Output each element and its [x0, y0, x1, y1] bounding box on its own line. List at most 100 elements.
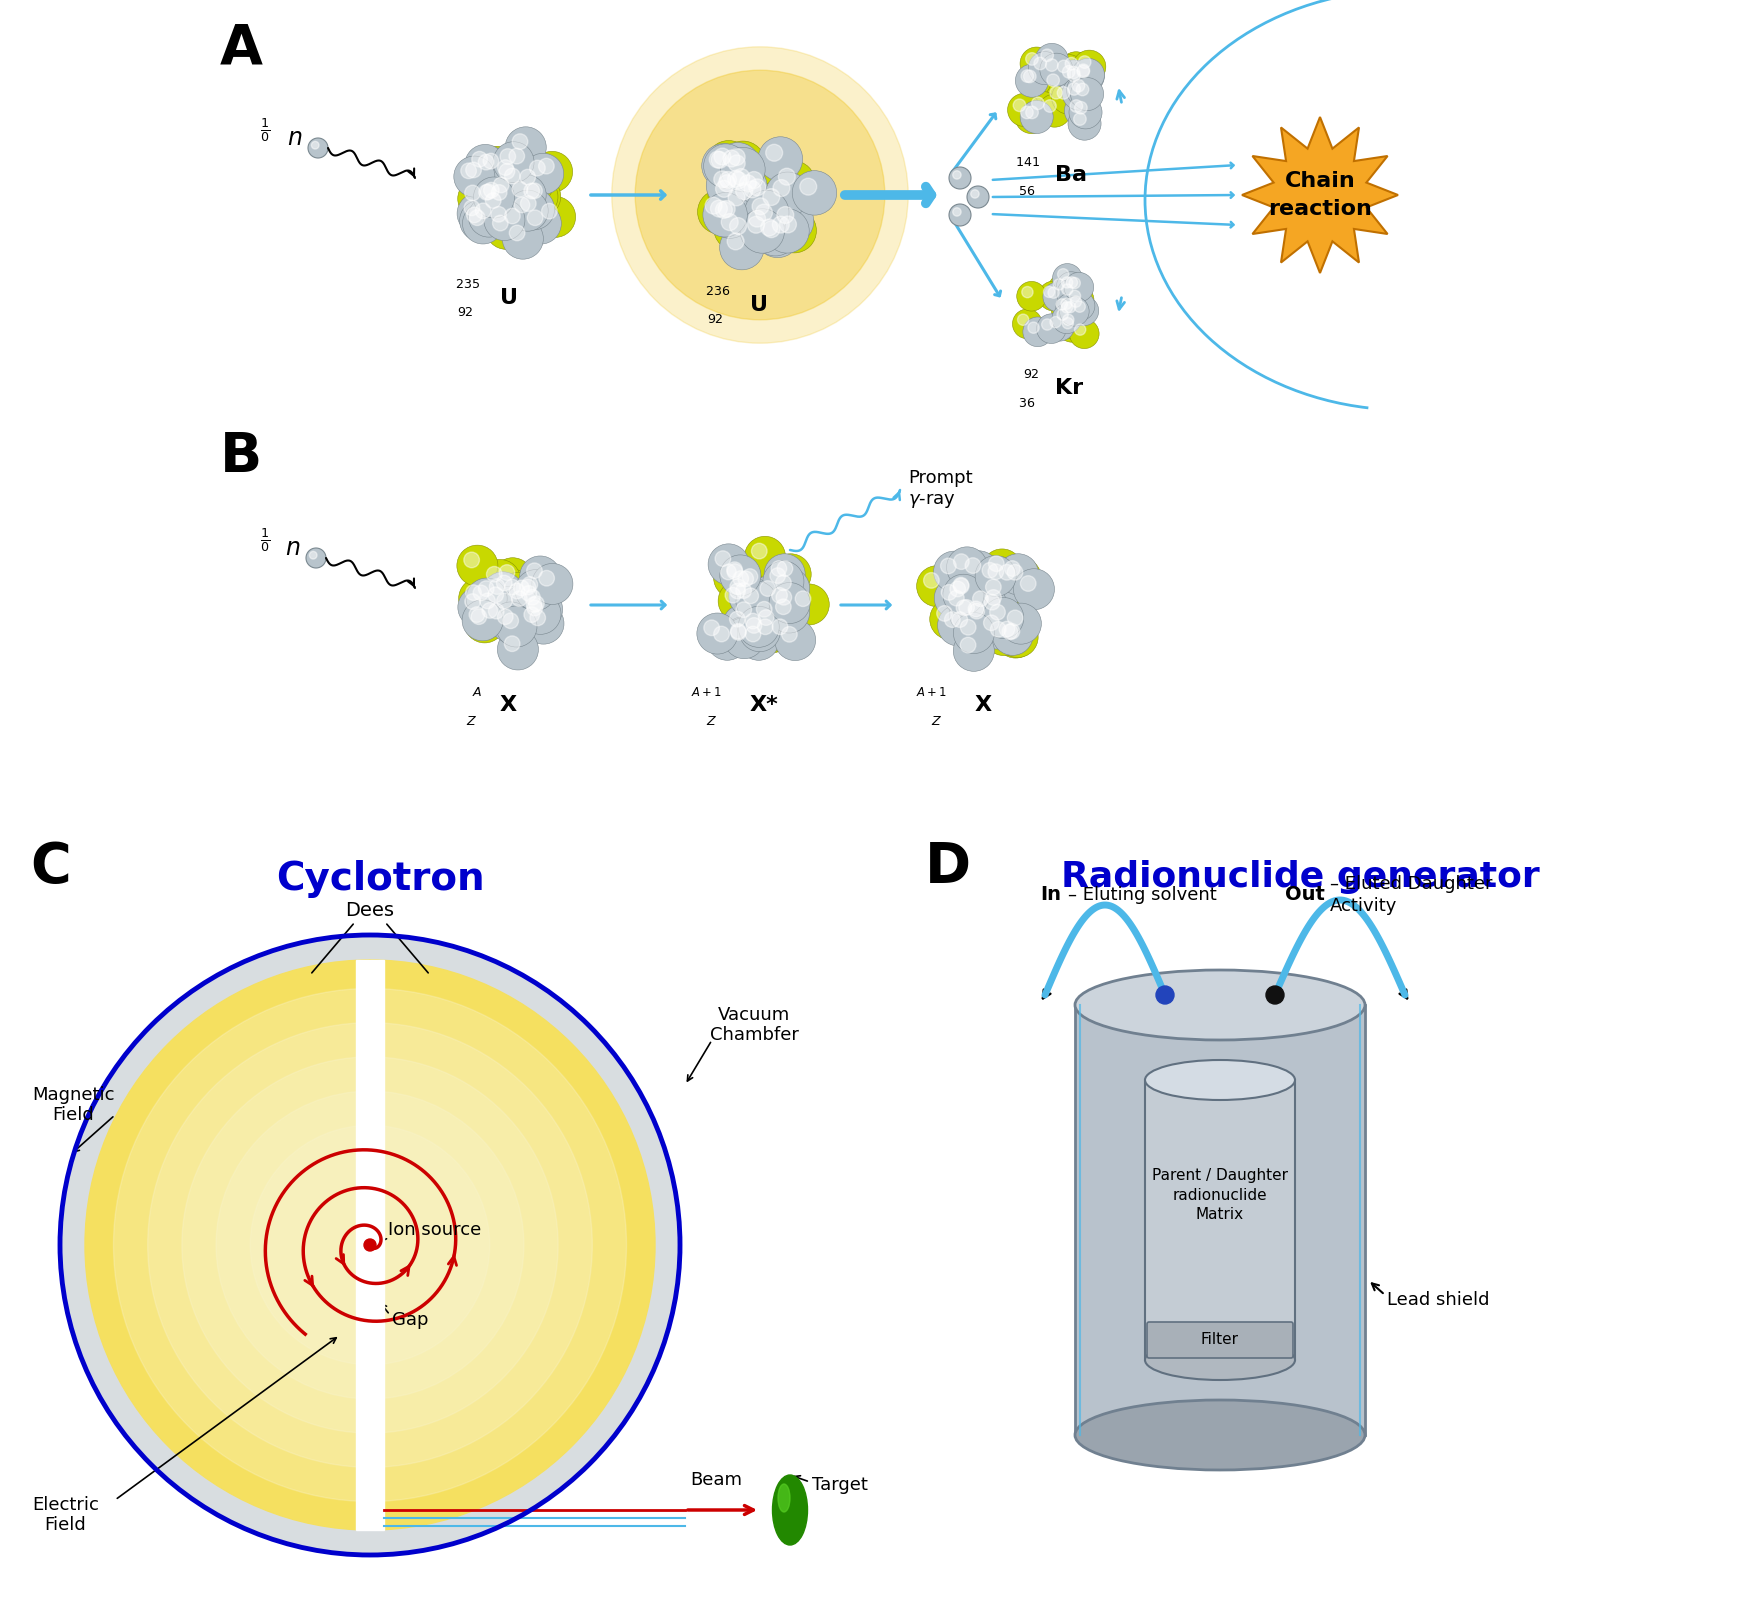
Circle shape: [1057, 299, 1068, 310]
Circle shape: [513, 133, 528, 149]
Circle shape: [714, 557, 754, 599]
Circle shape: [945, 605, 985, 646]
Circle shape: [147, 1022, 592, 1467]
Circle shape: [1071, 58, 1104, 91]
Circle shape: [478, 581, 494, 596]
Circle shape: [758, 618, 774, 635]
Circle shape: [942, 584, 957, 601]
Circle shape: [485, 200, 525, 240]
Circle shape: [1043, 99, 1057, 112]
Text: D: D: [926, 841, 971, 894]
Text: $_{56}$: $_{56}$: [1017, 180, 1034, 198]
Circle shape: [730, 217, 747, 234]
Circle shape: [716, 550, 732, 566]
Circle shape: [752, 198, 768, 214]
Ellipse shape: [1074, 971, 1365, 1040]
Text: Radionuclide generator: Radionuclide generator: [1060, 860, 1540, 894]
Circle shape: [1052, 304, 1082, 334]
Circle shape: [985, 579, 1001, 594]
Circle shape: [474, 177, 514, 217]
Circle shape: [756, 204, 772, 221]
Circle shape: [492, 216, 508, 230]
Bar: [355, 959, 383, 1530]
Text: C: C: [30, 841, 70, 894]
Circle shape: [1026, 91, 1059, 125]
Circle shape: [1059, 297, 1088, 326]
Circle shape: [1020, 105, 1032, 118]
Circle shape: [770, 568, 786, 583]
Ellipse shape: [779, 1483, 789, 1513]
Circle shape: [744, 536, 786, 578]
Circle shape: [114, 988, 626, 1501]
Circle shape: [730, 172, 747, 188]
Circle shape: [990, 604, 1004, 620]
Circle shape: [740, 175, 756, 192]
Circle shape: [497, 573, 539, 613]
Circle shape: [504, 169, 520, 183]
Circle shape: [497, 609, 513, 625]
Circle shape: [1024, 70, 1036, 83]
Circle shape: [702, 143, 746, 188]
Circle shape: [954, 553, 970, 570]
Wedge shape: [369, 959, 654, 1530]
Text: $_{Z}$: $_{Z}$: [931, 709, 942, 729]
Circle shape: [952, 612, 968, 628]
Circle shape: [997, 617, 1038, 657]
Circle shape: [942, 583, 984, 625]
Circle shape: [1043, 282, 1073, 312]
Circle shape: [728, 154, 746, 172]
Circle shape: [772, 562, 788, 576]
Text: Beam: Beam: [690, 1470, 742, 1488]
Circle shape: [765, 612, 807, 652]
Circle shape: [490, 568, 530, 609]
Circle shape: [476, 175, 518, 216]
Circle shape: [308, 138, 327, 157]
Circle shape: [1041, 49, 1054, 62]
Circle shape: [723, 604, 763, 646]
Circle shape: [723, 571, 765, 613]
Circle shape: [1062, 278, 1073, 287]
Circle shape: [756, 182, 800, 226]
Circle shape: [737, 602, 751, 617]
Circle shape: [462, 203, 504, 243]
Circle shape: [782, 626, 798, 643]
Circle shape: [982, 557, 1022, 597]
Circle shape: [1041, 68, 1074, 101]
Circle shape: [977, 588, 1018, 628]
Circle shape: [1054, 279, 1064, 291]
Text: $n$: $n$: [287, 127, 303, 149]
Circle shape: [458, 179, 499, 219]
Circle shape: [471, 609, 487, 625]
Ellipse shape: [1074, 1401, 1365, 1470]
Circle shape: [760, 581, 775, 596]
Circle shape: [968, 601, 984, 617]
Circle shape: [1073, 50, 1106, 83]
Circle shape: [1048, 287, 1059, 299]
Circle shape: [756, 602, 772, 617]
Circle shape: [497, 201, 539, 242]
Circle shape: [60, 935, 681, 1555]
Circle shape: [724, 588, 740, 604]
Circle shape: [490, 602, 532, 643]
Circle shape: [310, 552, 317, 558]
Circle shape: [793, 170, 836, 216]
Circle shape: [716, 143, 760, 187]
Circle shape: [724, 161, 770, 206]
Circle shape: [770, 161, 816, 204]
Circle shape: [504, 636, 520, 651]
Circle shape: [502, 141, 542, 182]
Circle shape: [945, 612, 961, 628]
Circle shape: [502, 576, 542, 617]
Text: reaction: reaction: [1269, 200, 1372, 219]
Circle shape: [471, 575, 513, 615]
Circle shape: [710, 193, 756, 237]
Circle shape: [746, 618, 761, 633]
Circle shape: [719, 172, 737, 188]
Circle shape: [516, 177, 558, 217]
Circle shape: [733, 169, 749, 185]
Circle shape: [724, 618, 765, 659]
Circle shape: [1069, 320, 1099, 349]
Circle shape: [490, 206, 506, 222]
Circle shape: [1069, 278, 1080, 289]
Circle shape: [513, 188, 555, 230]
